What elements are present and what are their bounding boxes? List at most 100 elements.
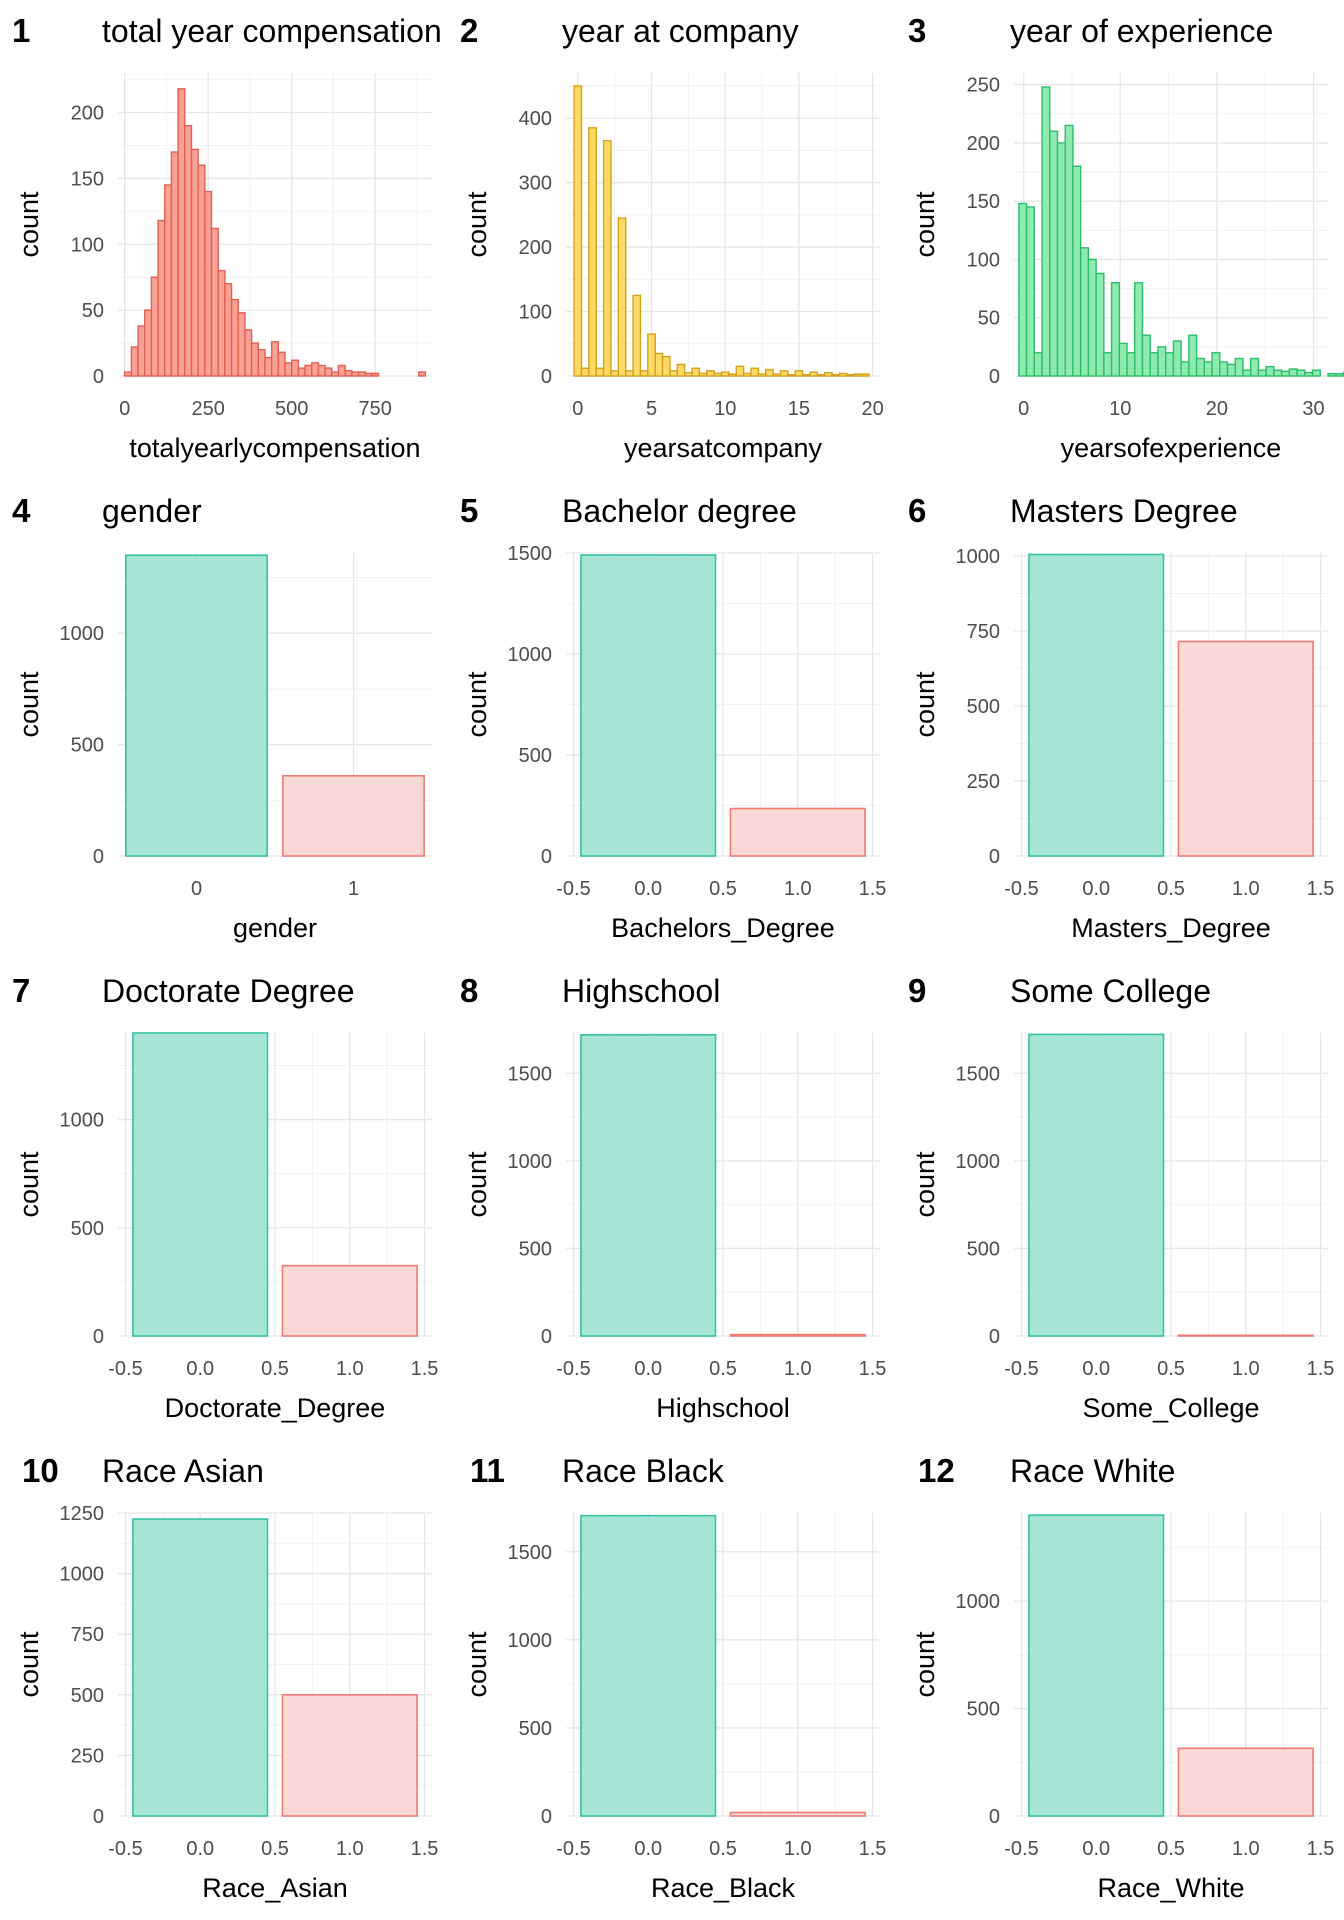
x-axis-title: gender — [233, 913, 317, 943]
y-tick-label: 100 — [519, 302, 552, 324]
x-tick-label: 1.0 — [336, 1358, 364, 1380]
histogram-bar — [224, 283, 233, 377]
histogram-bar — [1195, 357, 1206, 377]
bar-1 — [281, 1264, 418, 1337]
y-tick-label: 100 — [71, 234, 104, 256]
histogram-bar — [1296, 369, 1306, 377]
bars — [580, 1514, 866, 1817]
histogram-bar — [264, 356, 273, 377]
histogram-bar — [720, 371, 730, 377]
histogram-bar — [324, 367, 333, 377]
y-tick-label: 0 — [541, 1326, 552, 1348]
histogram-bar — [1018, 202, 1028, 377]
y-tick-label: 750 — [71, 1624, 104, 1646]
histogram-bar — [344, 370, 353, 377]
y-tick-label: 250 — [967, 75, 1000, 97]
x-tick-label: -0.5 — [556, 1838, 590, 1860]
histogram-bar — [1164, 351, 1175, 377]
histogram-bar — [311, 362, 320, 377]
histogram-bar — [177, 88, 186, 377]
bar-0 — [132, 1518, 269, 1817]
y-tick-label: 300 — [519, 173, 552, 195]
y-tick-label: 0 — [989, 846, 1000, 868]
histogram-bar — [1049, 130, 1059, 377]
histogram-bar — [661, 355, 671, 377]
y-tick-label: 200 — [967, 133, 1000, 155]
y-tick-label: 1500 — [508, 543, 553, 565]
histogram-bar — [210, 227, 219, 377]
histogram-bar — [742, 372, 752, 377]
y-tick-label: 500 — [519, 745, 552, 767]
y-tick-label: 0 — [93, 1326, 104, 1348]
bars — [1028, 1033, 1314, 1337]
histogram-bar — [1118, 342, 1128, 377]
histogram-bar — [1041, 86, 1051, 377]
bars — [132, 1032, 418, 1337]
x-tick-label: 0 — [191, 878, 202, 900]
histogram-bar — [698, 372, 708, 377]
y-tick-label: 1000 — [956, 1591, 1001, 1613]
x-tick-label: 0.0 — [634, 1358, 662, 1380]
x-tick-label: 0.0 — [186, 1358, 214, 1380]
chart-panel-2: 0 100 200 300 400 0 5 10 15 20 yearsatcompany count… — [460, 12, 884, 463]
chart-panel-5: 0 500 1000 1500 -0.5 0.0 0.5 1.0 1.5 Bachelors_De… — [460, 492, 886, 943]
y-tick-label: 1000 — [508, 1151, 553, 1173]
histogram-bar — [1079, 247, 1090, 377]
histogram-bar — [204, 190, 213, 377]
histogram-bar — [170, 151, 179, 377]
y-tick-label: 1500 — [508, 1063, 553, 1085]
y-tick-label: 1250 — [60, 1503, 105, 1525]
histogram-bar — [595, 367, 605, 377]
x-tick-label: 1.0 — [1232, 1838, 1260, 1860]
x-tick-label: -0.5 — [1004, 1358, 1038, 1380]
y-axis-title: count — [462, 671, 492, 738]
histogram-bar — [1095, 272, 1105, 377]
x-tick-label: 0 — [572, 398, 583, 420]
y-tick-label: 1000 — [60, 1110, 105, 1132]
y-axis-title: count — [14, 191, 44, 258]
histogram-bar — [1280, 370, 1291, 377]
histogram-bar — [291, 359, 300, 377]
x-tick-label: 1.5 — [411, 1358, 439, 1380]
panel-tag: 7 — [12, 972, 30, 1009]
y-tick-label: 500 — [967, 696, 1000, 718]
histogram-bar — [371, 372, 380, 377]
y-tick-label: 100 — [967, 249, 1000, 271]
histogram-bar — [1311, 369, 1321, 377]
histogram-bar — [713, 372, 723, 377]
chart-panel-4: 0 500 1000 0 1 gender count gender 4 — [12, 492, 432, 943]
histogram-bar — [669, 370, 679, 377]
histogram-bar — [772, 373, 782, 377]
histogram-bar — [1327, 372, 1337, 377]
histogram-bar — [150, 276, 159, 377]
y-tick-label: 0 — [989, 1326, 1000, 1348]
x-axis-title: Race_Asian — [202, 1873, 348, 1903]
y-tick-label: 500 — [71, 735, 104, 757]
chart-panel-10: 0 250 500 750 1000 1250 -0.5 0.0 0.5 1.0 1.5 Race_A… — [14, 1452, 438, 1903]
panel-tag: 9 — [908, 972, 926, 1009]
histogram-bar — [1335, 372, 1344, 377]
y-axis-title: count — [462, 191, 492, 258]
x-tick-label: 30 — [1302, 398, 1324, 420]
bars — [132, 1518, 418, 1817]
histogram-bar — [197, 164, 206, 377]
histogram-bar — [284, 362, 293, 377]
y-tick-label: 500 — [967, 1699, 1000, 1721]
x-tick-label: 10 — [714, 398, 736, 420]
x-axis-title: totalyearlycompensation — [129, 433, 420, 463]
histogram-bar — [639, 370, 649, 377]
x-tick-label: 1.5 — [1307, 1358, 1335, 1380]
histogram-bar — [1180, 361, 1190, 377]
bars — [580, 554, 866, 857]
x-tick-label: 5 — [646, 398, 657, 420]
histogram-bar — [853, 373, 863, 377]
y-tick-label: 1000 — [956, 546, 1001, 568]
x-tick-label: -0.5 — [1004, 1838, 1038, 1860]
histogram-bar — [1234, 357, 1244, 377]
y-tick-label: 500 — [519, 1718, 552, 1740]
panel-title: Highschool — [562, 973, 720, 1009]
panel-title: year at company — [562, 13, 799, 49]
bars — [125, 554, 425, 857]
y-tick-label: 200 — [519, 237, 552, 259]
